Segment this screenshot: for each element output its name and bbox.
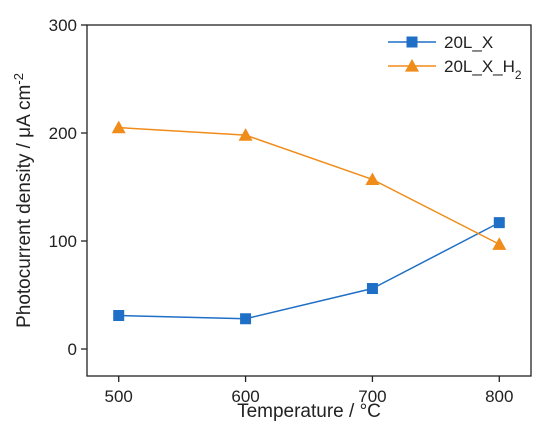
legend-label: 20L_X_H2 <box>444 57 522 82</box>
data-point-triangle <box>492 237 507 250</box>
data-point-triangle <box>111 120 126 134</box>
y-tick-label: 100 <box>49 232 77 251</box>
data-point-square <box>113 310 125 322</box>
series-square <box>113 217 505 325</box>
x-tick-label: 600 <box>231 387 259 406</box>
data-point-triangle <box>238 128 253 141</box>
series-line <box>118 126 500 245</box>
legend: 20L_X 20L_X_H2 <box>388 33 522 82</box>
legend-item: 20L_X_H2 <box>388 57 522 82</box>
data-point-triangle <box>365 172 380 186</box>
series-triangle <box>111 120 507 250</box>
series-layer <box>111 120 507 325</box>
series-line <box>118 221 500 320</box>
x-tick-label: 800 <box>485 387 513 406</box>
x-tick-label: 500 <box>105 387 133 406</box>
legend-marker-triangle <box>405 59 419 72</box>
data-point-square <box>240 313 252 325</box>
plot-frame <box>86 24 532 377</box>
y-tick-label: 200 <box>49 124 77 143</box>
x-axis-title: Temperature / °C <box>237 401 381 422</box>
legend-label: 20L_X <box>444 33 493 52</box>
legend-marker-square <box>406 36 418 48</box>
plot-area <box>86 24 532 377</box>
x-tick-label: 700 <box>358 387 386 406</box>
y-tick-label: 300 <box>49 16 77 35</box>
legend-item: 20L_X <box>388 33 493 52</box>
axes: 500 600 700 800 0 100 200 300 <box>49 16 514 406</box>
data-point-square <box>366 283 378 295</box>
data-point-square <box>493 217 505 229</box>
y-axis-title: Photocurrent density / μA cm-2 <box>11 73 36 328</box>
y-tick-label: 0 <box>68 340 77 359</box>
